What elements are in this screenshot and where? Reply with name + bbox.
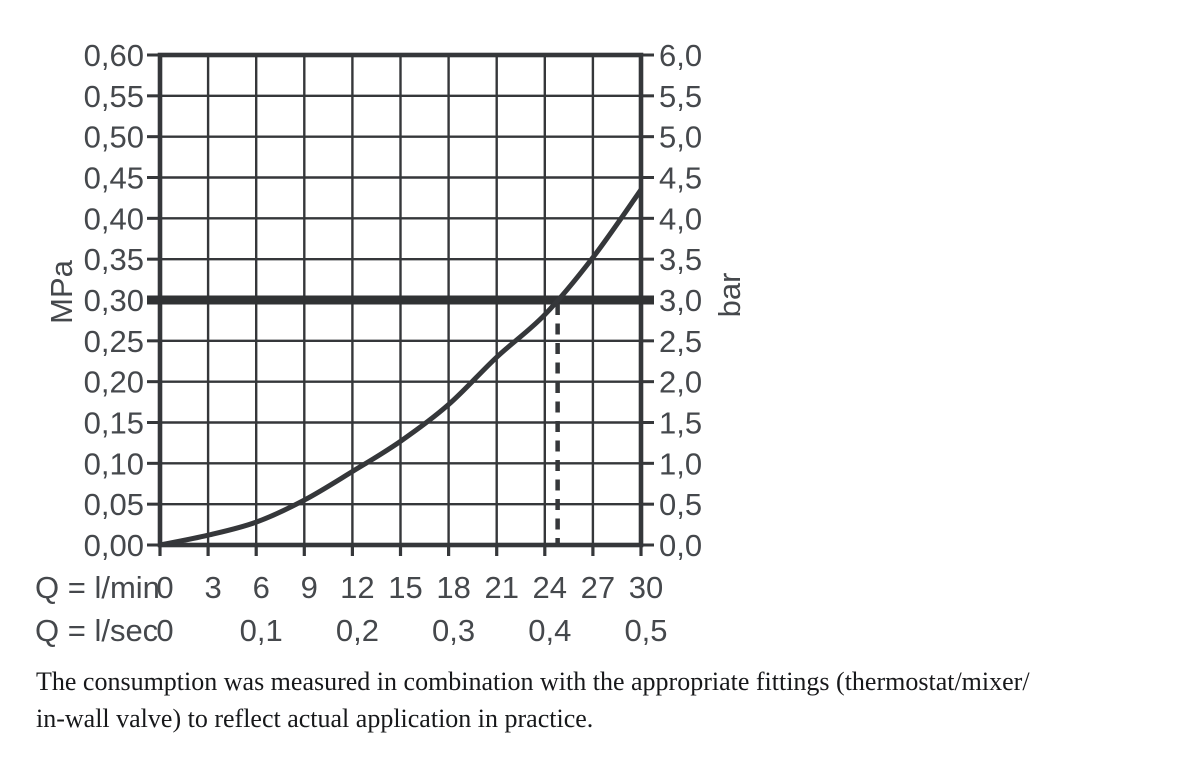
x-axis-tick-label: 9 [301, 570, 318, 605]
x-axis-row-label: Q = l/sec [35, 613, 158, 648]
y-axis-label-right: 2,5 [659, 324, 702, 359]
y-axis-label-left: 0,50 [84, 120, 144, 155]
y-axis-label-left: 0,55 [84, 79, 144, 114]
y-axis-label-right: 4,0 [659, 201, 702, 236]
x-axis-tick-label: 0,3 [432, 613, 475, 648]
y-axis-label-right: 2,0 [659, 365, 702, 400]
x-axis-tick-label: 0,2 [336, 613, 379, 648]
y-axis-label-right: 3,0 [659, 283, 702, 318]
x-axis-tick-label: 0 [156, 613, 173, 648]
y-axis-label-left: 0,15 [84, 406, 144, 441]
x-axis-tick-label: 24 [533, 570, 567, 605]
x-axis-tick-label: 15 [388, 570, 422, 605]
x-axis-tick-label: 18 [436, 570, 470, 605]
x-axis-tick-label: 0,5 [624, 613, 667, 648]
x-axis-tick-label: 3 [204, 570, 221, 605]
x-axis-tick-label: 12 [340, 570, 374, 605]
y-axis-label-left: 0,05 [84, 487, 144, 522]
caption: The consumption was measured in combinat… [36, 663, 1030, 737]
y-axis-label-right: 5,0 [659, 120, 702, 155]
y-axis-label-left: 0,20 [84, 365, 144, 400]
y-axis-label-right: 5,5 [659, 79, 702, 114]
y-axis-label-left: 0,40 [84, 201, 144, 236]
y-axis-label-right: 4,5 [659, 161, 702, 196]
x-axis-row-label: Q = l/min [35, 570, 160, 605]
y-axis-label-left: 0,45 [84, 161, 144, 196]
x-axis-tick-label: 0,4 [528, 613, 571, 648]
y-axis-label-left: 0,30 [84, 283, 144, 318]
y-axis-label-right: 6,0 [659, 38, 702, 73]
y-axis-unit-right: bar [712, 273, 747, 318]
y-axis-label-left: 0,00 [84, 528, 144, 563]
y-axis-label-right: 3,5 [659, 242, 702, 277]
y-axis-label-right: 0,5 [659, 487, 702, 522]
flow-pressure-curve [159, 188, 644, 548]
x-axis-tick-label: 21 [484, 570, 518, 605]
flow-pressure-chart: 0,000,050,100,150,200,250,300,350,400,45… [35, 38, 747, 648]
y-axis-label-right: 1,5 [659, 406, 702, 441]
y-axis-label-left: 0,10 [84, 446, 144, 481]
x-axis-tick-label: 0,1 [240, 613, 283, 648]
y-axis-unit-left: MPa [44, 259, 79, 324]
y-axis-label-left: 0,35 [84, 242, 144, 277]
y-axis-label-right: 0,0 [659, 528, 702, 563]
caption-line-1: The consumption was measured in combinat… [36, 667, 1030, 696]
x-axis-tick-label: 27 [581, 570, 615, 605]
y-axis-label-left: 0,60 [84, 38, 144, 73]
y-axis-label-right: 1,0 [659, 446, 702, 481]
caption-line-2: in-wall valve) to reflect actual applica… [36, 704, 594, 733]
y-axis-label-left: 0,25 [84, 324, 144, 359]
x-axis-tick-label: 6 [253, 570, 270, 605]
x-axis-tick-label: 0 [156, 570, 173, 605]
x-axis-tick-label: 30 [629, 570, 663, 605]
